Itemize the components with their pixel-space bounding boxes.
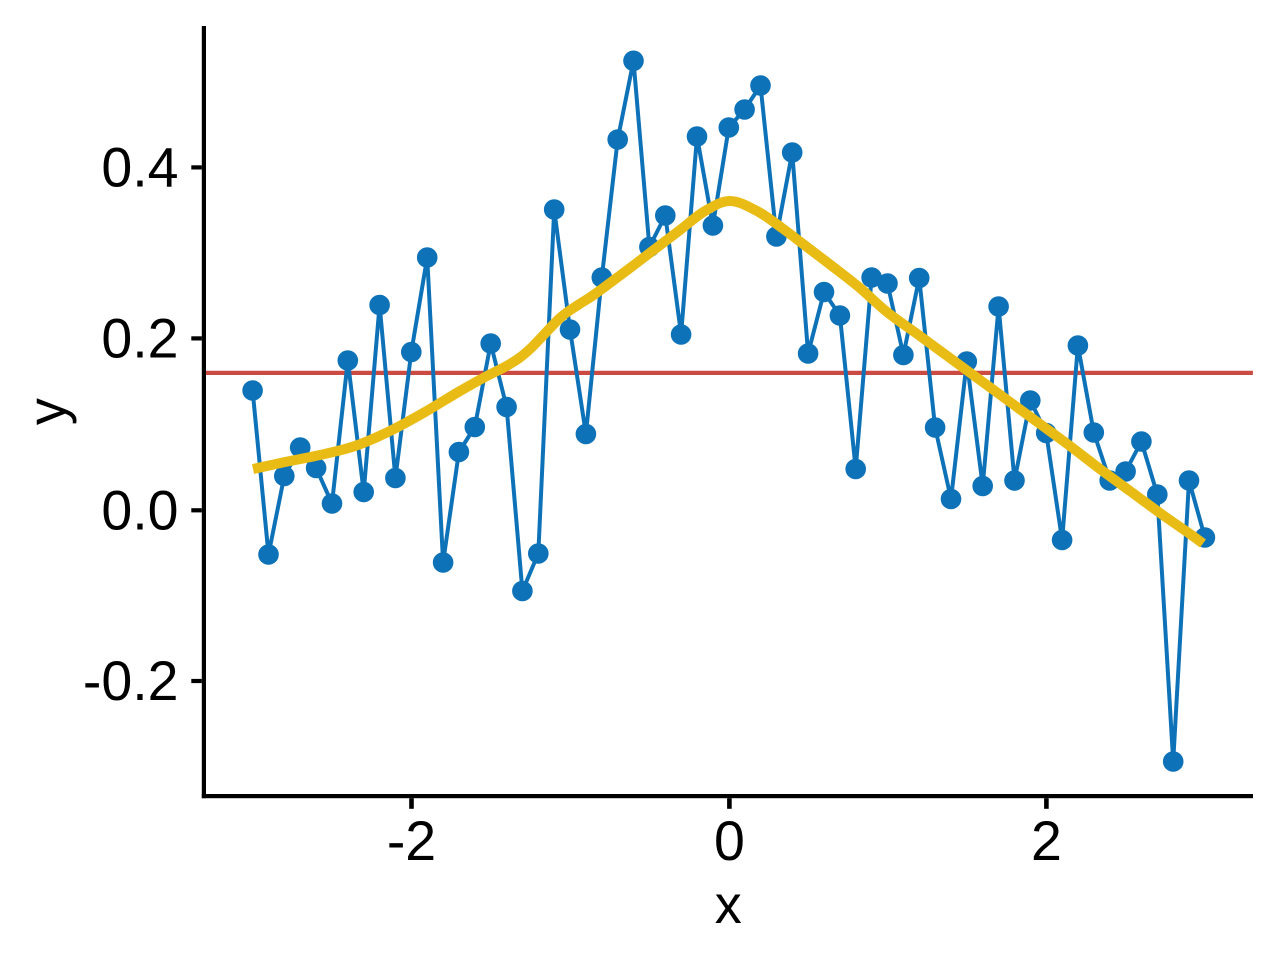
svg-text:2: 2 [1031, 810, 1062, 872]
svg-text:0.4: 0.4 [101, 137, 178, 199]
svg-text:-0.2: -0.2 [83, 650, 179, 712]
svg-text:0.2: 0.2 [101, 308, 178, 370]
svg-text:x: x [715, 875, 742, 935]
svg-text:0.0: 0.0 [101, 479, 178, 541]
svg-text:y: y [18, 398, 78, 425]
svg-text:0: 0 [714, 810, 745, 872]
svg-text:-2: -2 [387, 810, 436, 872]
